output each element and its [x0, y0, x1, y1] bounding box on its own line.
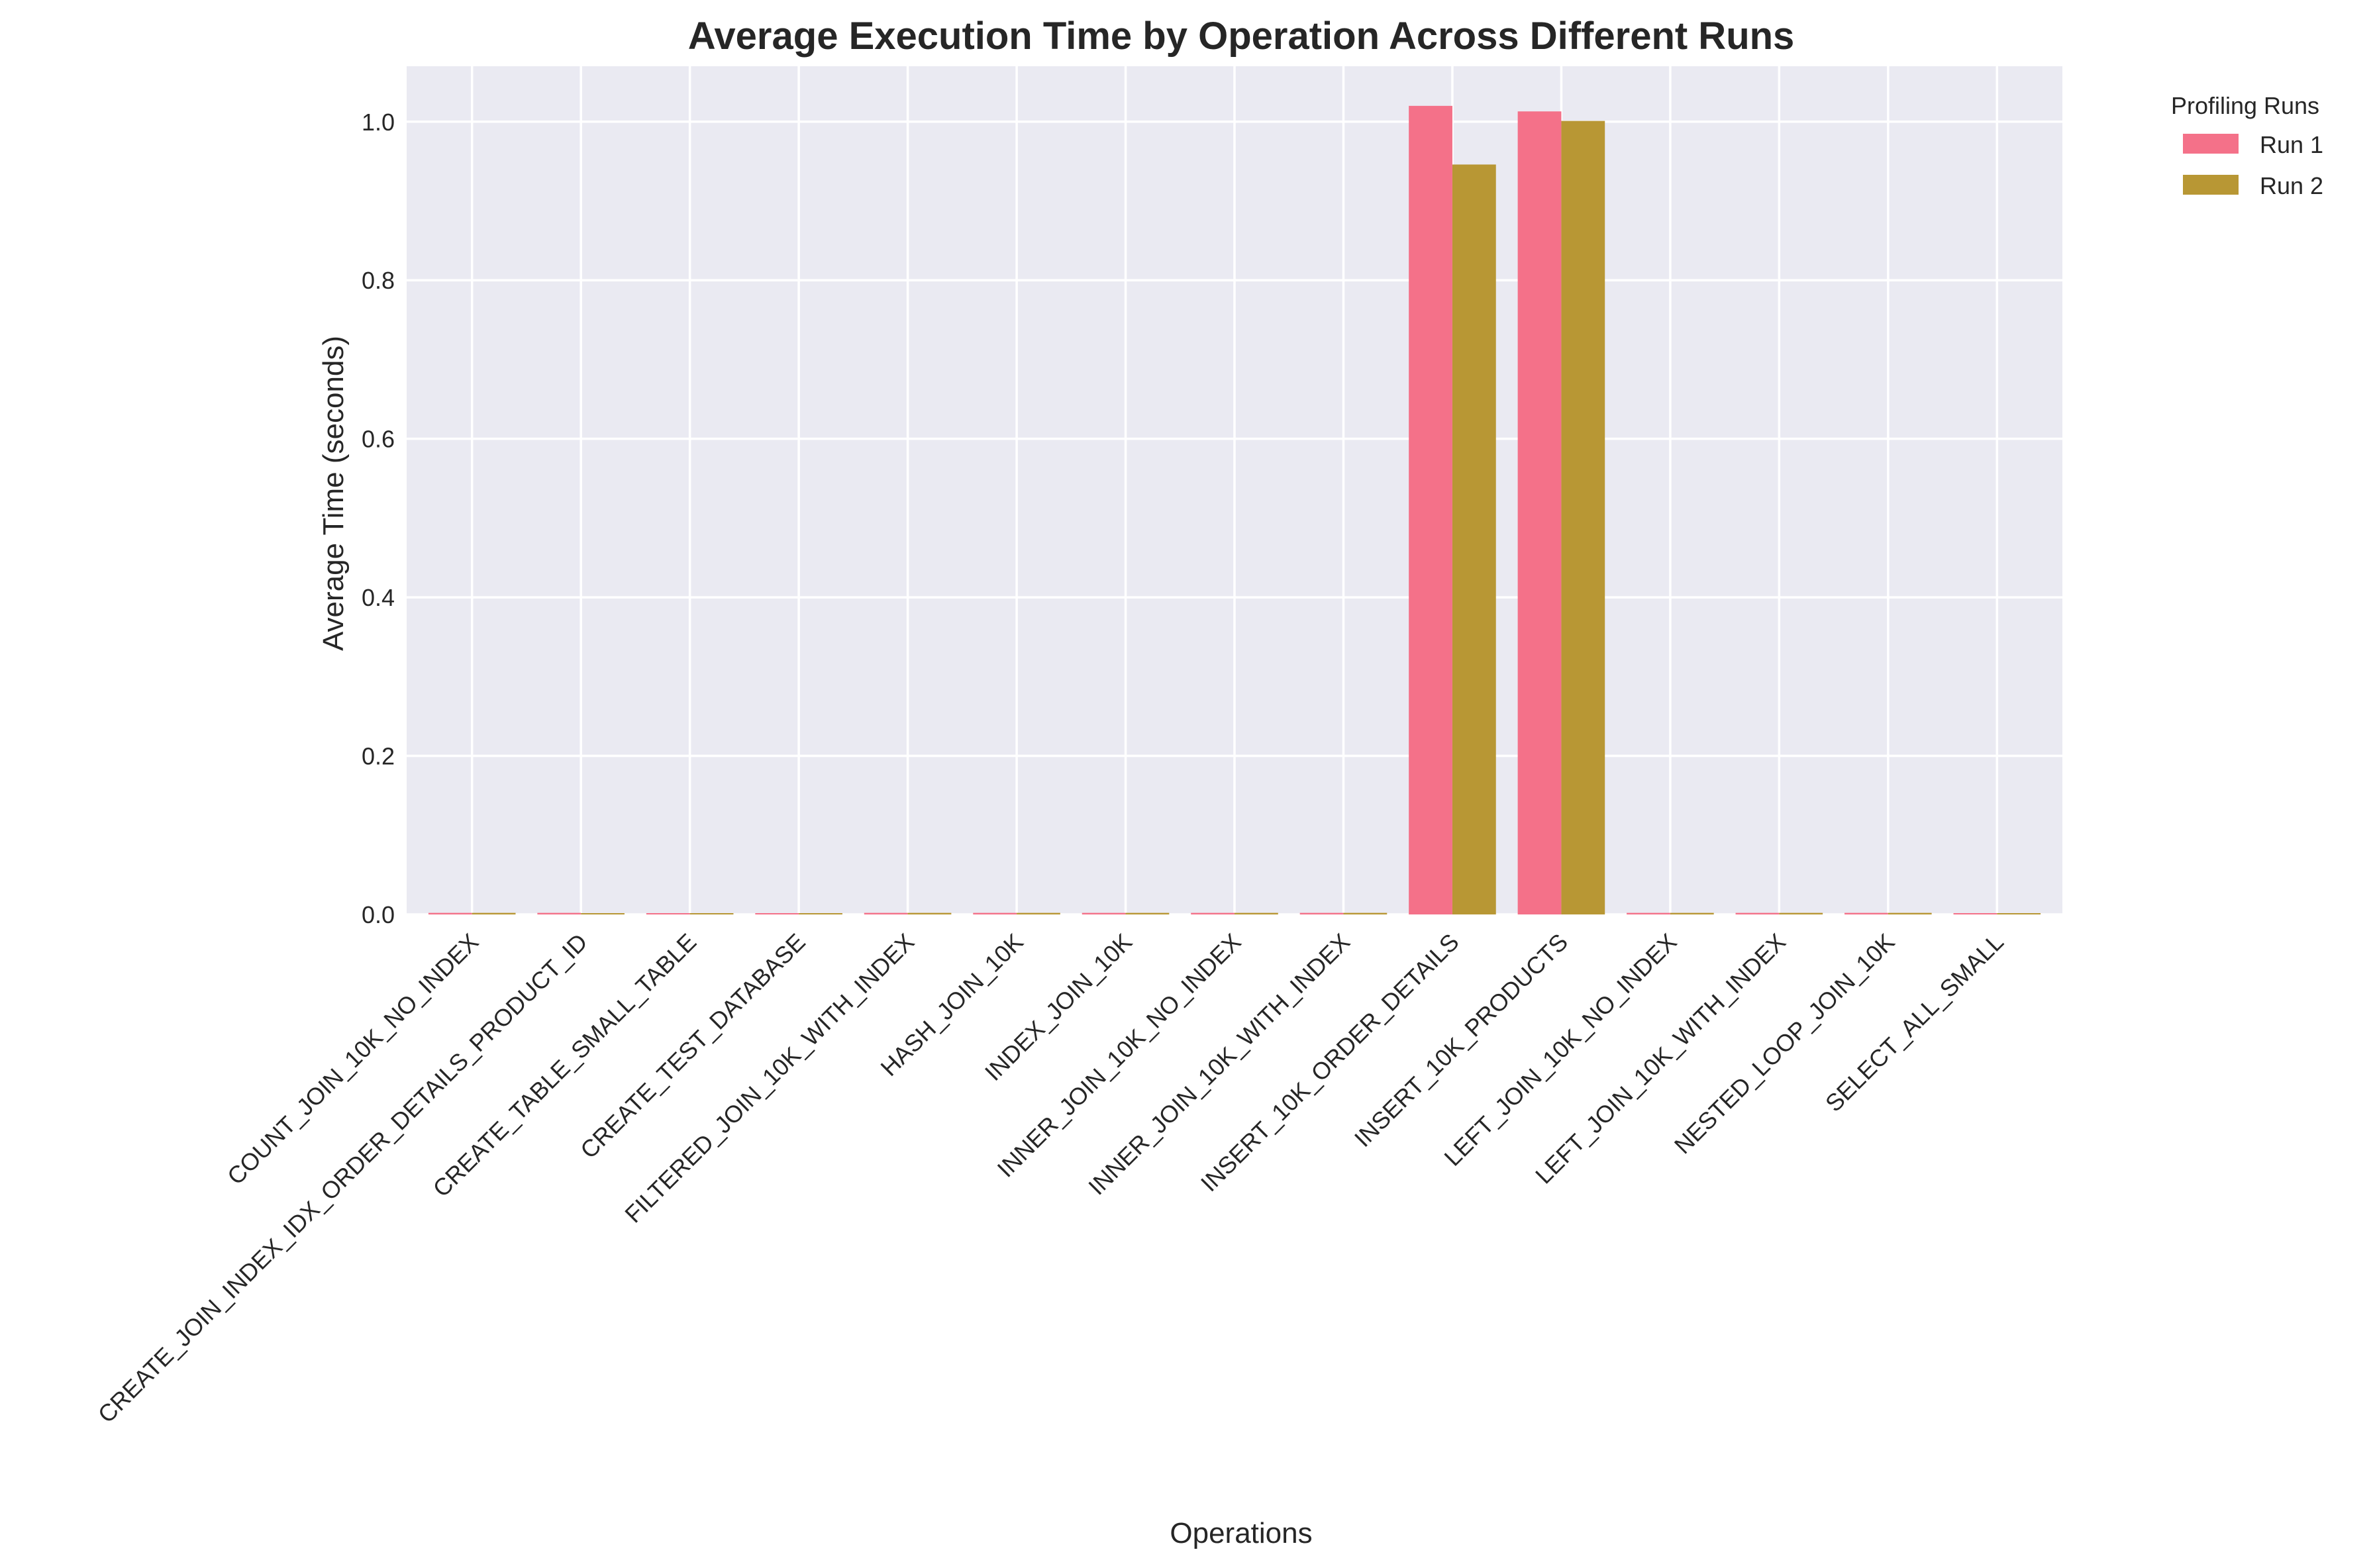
bar-run-1 — [1191, 912, 1235, 914]
bar-run-1 — [864, 912, 908, 914]
bar-run-1 — [1517, 111, 1562, 914]
y-tick-label: 0.4 — [362, 584, 395, 611]
bar-run-2 — [1017, 912, 1060, 914]
bar-run-2 — [689, 913, 734, 914]
bar-run-2 — [1997, 913, 2041, 914]
x-tick-label: SELECT_ALL_SMALL — [1820, 928, 2009, 1117]
y-tick-label: 0.2 — [362, 743, 395, 770]
bar-run-1 — [1735, 912, 1780, 914]
bar-run-1 — [1299, 912, 1344, 914]
legend-label-run-2: Run 2 — [2260, 172, 2323, 199]
x-tick-label: CREATE_TEST_DATABASE — [575, 928, 811, 1164]
bar-run-2 — [1670, 912, 1714, 914]
y-tick-label: 0.0 — [362, 901, 395, 928]
bar-run-1 — [537, 912, 581, 914]
bars — [428, 105, 2041, 914]
legend: Profiling Runs Run 1 Run 2 — [2171, 92, 2323, 199]
bar-run-1 — [1082, 912, 1126, 914]
legend-swatch-run-2 — [2183, 175, 2239, 195]
x-tick-label: CREATE_JOIN_INDEX_IDX_ORDER_DETAILS_PROD… — [93, 928, 593, 1428]
grid-lines — [407, 66, 2062, 916]
y-tick-label: 0.6 — [362, 426, 395, 453]
bar-run-2 — [581, 913, 625, 914]
bar-run-2 — [907, 912, 952, 914]
bar-run-1 — [1844, 912, 1888, 914]
legend-swatch-run-1 — [2183, 134, 2239, 154]
x-tick-label: LEFT_JOIN_10K_NO_INDEX — [1439, 928, 1682, 1171]
bar-run-2 — [1779, 912, 1823, 914]
y-tick-label: 0.8 — [362, 267, 395, 294]
bar-run-2 — [472, 912, 516, 914]
bar-run-2 — [1343, 912, 1388, 914]
legend-label-run-1: Run 1 — [2260, 131, 2323, 158]
bar-run-1 — [428, 912, 472, 914]
bar-run-1 — [973, 912, 1017, 914]
bar-run-2 — [1125, 912, 1170, 914]
bar-run-1 — [1627, 912, 1670, 914]
x-tick-label: INSERT_10K_PRODUCTS — [1349, 928, 1573, 1152]
bar-run-2 — [799, 913, 842, 914]
bar-run-2 — [1888, 912, 1932, 914]
bar-run-1 — [1953, 913, 1997, 914]
bar-run-2 — [1452, 164, 1496, 914]
y-tick-label: 1.0 — [362, 109, 395, 136]
bar-run-2 — [1235, 912, 1278, 914]
x-tick-labels: COUNT_JOIN_10K_NO_INDEXCREATE_JOIN_INDEX… — [93, 928, 2009, 1428]
legend-title: Profiling Runs — [2171, 92, 2319, 119]
y-tick-labels: 0.0 0.2 0.4 0.6 0.8 1.0 — [362, 109, 395, 928]
y-axis-label: Average Time (seconds) — [317, 336, 350, 651]
bar-run-2 — [1561, 121, 1605, 914]
bar-run-1 — [1409, 105, 1452, 914]
bar-run-1 — [755, 913, 799, 914]
x-axis-label: Operations — [1170, 1517, 1312, 1549]
chart-title: Average Execution Time by Operation Acro… — [688, 15, 1795, 58]
x-tick-label: NESTED_LOOP_JOIN_10K — [1669, 928, 1900, 1159]
bar-run-1 — [646, 913, 690, 914]
